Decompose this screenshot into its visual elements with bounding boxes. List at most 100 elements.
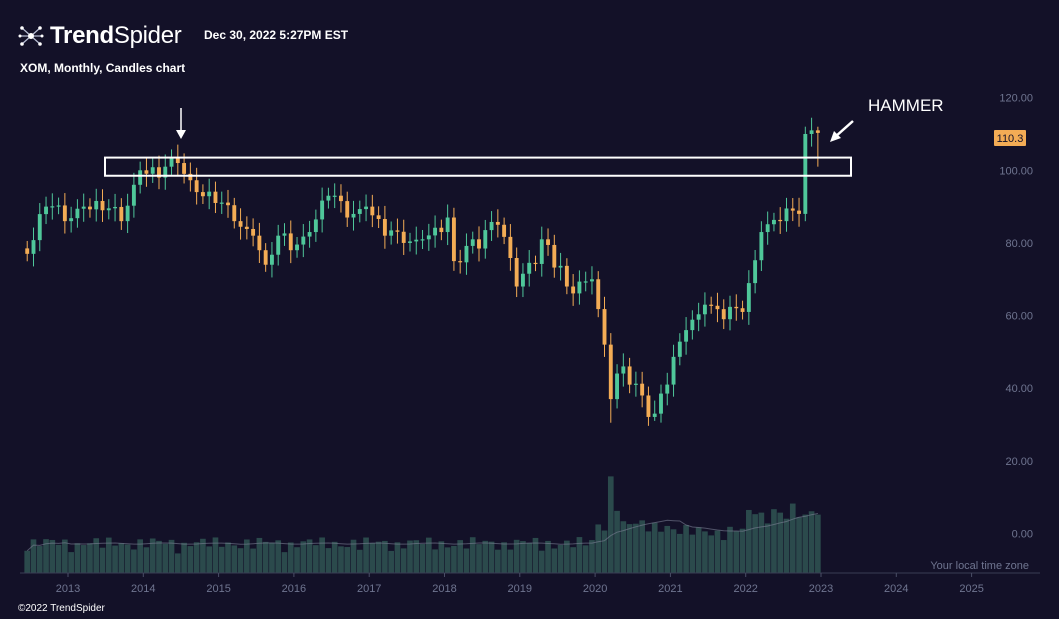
- timezone-label: Your local time zone: [930, 560, 1029, 572]
- volume-bar: [457, 540, 464, 573]
- volume-bar: [796, 517, 802, 573]
- volume-bar: [689, 534, 696, 573]
- volume-bar: [733, 531, 740, 573]
- candles-layer: [25, 117, 820, 426]
- candle-body: [520, 273, 525, 287]
- y-tick-label: 60.00: [1005, 311, 1033, 323]
- candle-body: [684, 330, 689, 342]
- candle-body: [489, 221, 494, 231]
- x-tick-label: 2017: [357, 583, 381, 595]
- candle-body: [194, 180, 199, 193]
- volume-bar: [350, 539, 357, 573]
- candle-body: [50, 206, 55, 208]
- candle-body: [232, 205, 237, 222]
- volume-bar: [375, 541, 382, 573]
- candle-body: [608, 344, 613, 400]
- volume-bar: [149, 538, 156, 573]
- volume-bar: [356, 549, 363, 573]
- copyright: ©2022 TrendSpider: [18, 603, 105, 614]
- candle-body: [276, 235, 281, 255]
- candle-body: [502, 224, 507, 237]
- candle-body: [200, 192, 205, 197]
- volume-bar: [382, 540, 388, 573]
- candle-body: [439, 227, 444, 233]
- volume-bar: [225, 542, 231, 573]
- candle-body: [564, 265, 569, 287]
- candle-body: [470, 239, 475, 246]
- candle-body: [244, 226, 249, 229]
- volume-bar: [294, 547, 300, 573]
- candle-body: [539, 239, 544, 264]
- candle-body: [765, 224, 770, 233]
- volume-bar: [325, 548, 332, 573]
- volume-bar: [626, 524, 633, 573]
- volume-bar: [789, 503, 796, 573]
- candle-body: [157, 167, 161, 178]
- volume-bar: [400, 548, 407, 573]
- volume-bar: [156, 540, 162, 573]
- candle-body: [408, 241, 412, 243]
- candle-body: [734, 306, 739, 309]
- candle-body: [690, 319, 695, 331]
- candle-body: [715, 305, 720, 310]
- candle-body: [182, 163, 187, 174]
- candle-body: [332, 195, 337, 197]
- candle-body: [31, 240, 36, 254]
- volume-bar: [564, 540, 570, 573]
- volume-bar: [739, 528, 746, 573]
- volume-bar: [451, 545, 457, 573]
- volume-bar: [162, 543, 169, 573]
- candle-body: [301, 236, 306, 245]
- candle-body: [784, 208, 789, 222]
- candle-body: [571, 286, 576, 294]
- resistance-zone-box: [104, 156, 852, 177]
- volume-bar: [237, 548, 244, 573]
- y-tick-label: 120.00: [999, 93, 1033, 105]
- y-tick-label: 80.00: [1005, 238, 1033, 250]
- x-tick-label: 2020: [583, 583, 607, 595]
- x-tick-label: 2022: [733, 583, 757, 595]
- volume-bar: [193, 542, 200, 573]
- last-price-label: 110.3: [997, 133, 1024, 145]
- volume-bar: [174, 553, 181, 573]
- volume-bar: [651, 522, 658, 573]
- candle-body: [596, 279, 601, 310]
- candle-body: [238, 221, 243, 227]
- candle-body: [131, 184, 136, 206]
- candle-body: [370, 206, 375, 216]
- candle-body: [671, 356, 676, 385]
- candle-body: [746, 283, 751, 312]
- candle-body: [144, 170, 149, 174]
- chart-subtitle: XOM, Monthly, Candles chart: [20, 61, 186, 75]
- volume-bar: [532, 537, 539, 573]
- candle-body: [759, 232, 764, 261]
- candle-body: [326, 195, 331, 201]
- candle-body: [88, 206, 92, 210]
- x-tick-label: 2015: [206, 583, 230, 595]
- y-tick-label: 100.00: [999, 165, 1033, 177]
- volume-bar: [589, 540, 595, 573]
- candle-body: [495, 221, 500, 225]
- timestamp: Dec 30, 2022 5:27PM EST: [204, 28, 349, 42]
- candle-body: [702, 304, 707, 315]
- volume-bar: [488, 541, 495, 573]
- candle-body: [696, 314, 701, 320]
- candle-body: [602, 309, 607, 345]
- volume-bar: [676, 533, 683, 573]
- candle-body: [288, 233, 293, 251]
- candle-body: [188, 173, 193, 181]
- y-tick-label: 20.00: [1005, 456, 1033, 468]
- volume-bar: [407, 540, 413, 573]
- candle-body: [590, 279, 594, 282]
- volume-bar: [607, 476, 614, 573]
- x-axis: 2013 2014 2015 2016 2017 2018 2019 2020 2021 2022…: [20, 572, 1040, 595]
- candle-body: [458, 261, 463, 263]
- volume-bar: [695, 527, 702, 573]
- volume-bar: [143, 547, 150, 573]
- volume-bar: [595, 524, 602, 573]
- volume-bar: [601, 530, 608, 573]
- volume-bar: [99, 547, 106, 573]
- volume-bar: [545, 540, 551, 573]
- volume-bar: [74, 543, 81, 573]
